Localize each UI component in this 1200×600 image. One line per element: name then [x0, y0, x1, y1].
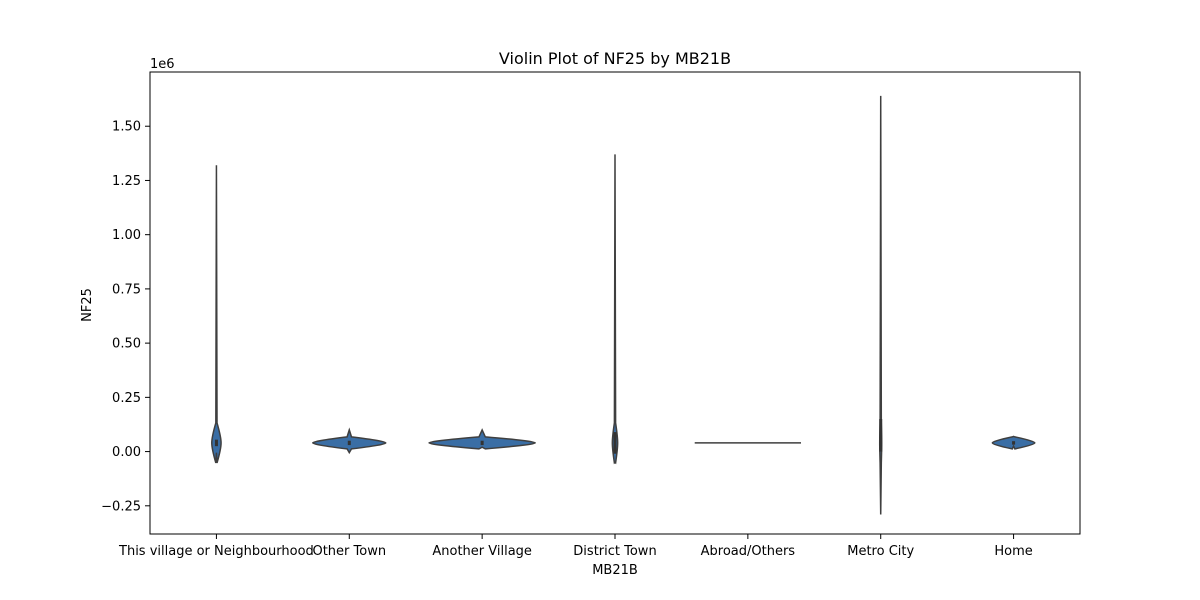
violin-2 — [428, 428, 537, 450]
violin-3 — [611, 154, 619, 465]
violin-inner-box — [879, 419, 883, 452]
y-axis: −0.25 0.00 0.25 0.50 0.75 1.00 1.25 1.50 — [101, 120, 150, 514]
violin-body — [878, 95, 883, 515]
violin-body — [211, 165, 222, 464]
violin-5 — [878, 95, 883, 515]
y-offset-label: 1e6 — [150, 57, 175, 72]
y-tick-label: 0.00 — [112, 445, 141, 460]
chart-title: Violin Plot of NF25 by MB21B — [499, 49, 731, 68]
y-tick-label: 0.25 — [112, 391, 141, 406]
y-tick-label: 1.00 — [112, 228, 141, 243]
violin-body — [428, 428, 537, 450]
violin-inner-box — [1012, 441, 1016, 445]
x-tick-label: This village or Neighbourhood — [118, 544, 314, 559]
x-tick-label: Another Village — [432, 544, 532, 559]
violin-0 — [211, 165, 222, 464]
y-axis-label: NF25 — [80, 288, 95, 322]
y-tick-label: 0.75 — [112, 282, 141, 297]
violin-inner-box — [214, 439, 218, 447]
x-tick-label: District Town — [573, 544, 656, 559]
violin-inner-box — [613, 432, 617, 454]
violin-inner-box — [480, 440, 484, 446]
y-tick-label: −0.25 — [101, 499, 141, 514]
violin-1 — [311, 427, 387, 455]
plot-area — [211, 95, 1036, 515]
x-axis-label: MB21B — [592, 563, 638, 578]
violin-body — [611, 154, 619, 465]
violin-inner-box — [347, 440, 351, 446]
y-tick-label: 1.25 — [112, 174, 141, 189]
x-tick-label: Other Town — [312, 544, 386, 559]
x-tick-label: Abroad/Others — [701, 544, 796, 559]
x-tick-label: Home — [994, 544, 1032, 559]
violin-6 — [991, 435, 1036, 450]
x-tick-label: Metro City — [847, 544, 914, 559]
y-tick-label: 1.50 — [112, 120, 141, 135]
y-tick-label: 0.50 — [112, 337, 141, 352]
